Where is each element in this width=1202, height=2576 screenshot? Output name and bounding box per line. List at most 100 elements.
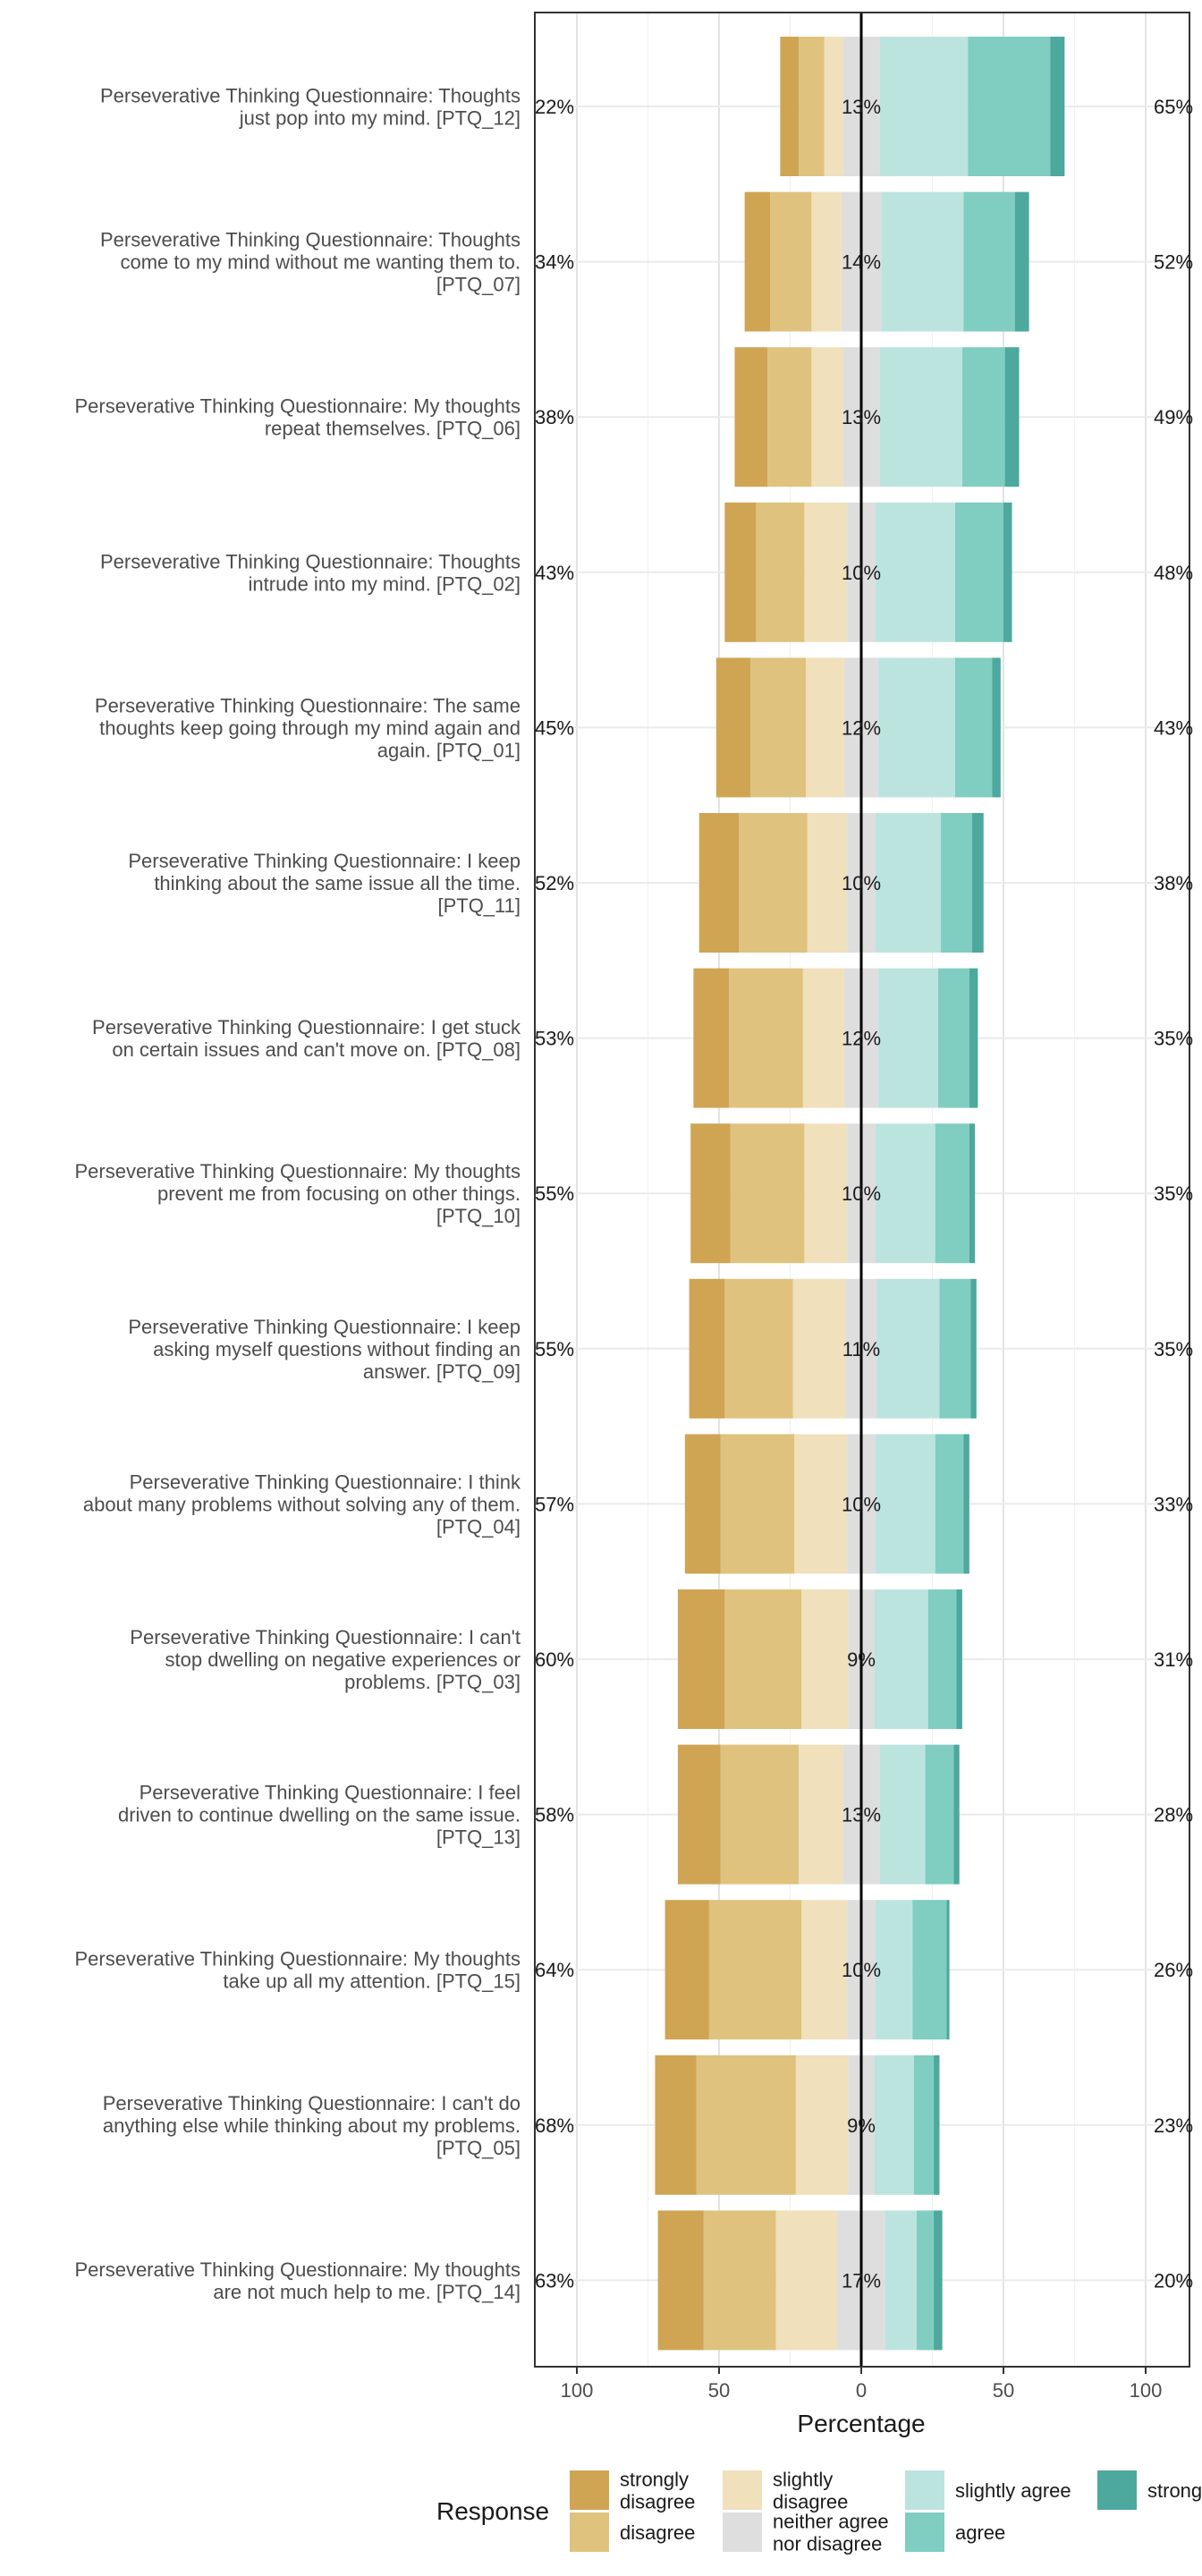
category-label-line: [PTQ_13] xyxy=(436,1826,521,1849)
category-label: Perseverative Thinking Questionnaire: My… xyxy=(74,2258,521,2303)
legend-label-line: strongly xyxy=(620,2469,689,2491)
bar-segment xyxy=(799,1744,843,1885)
left-percent-label: 45% xyxy=(535,716,574,739)
category-label-line: Perseverative Thinking Questionnaire: Th… xyxy=(100,85,521,107)
bar-segment xyxy=(956,1589,962,1729)
bar-segment xyxy=(1004,347,1020,487)
x-tick-label: 100 xyxy=(1130,2379,1163,2402)
category-label: Perseverative Thinking Questionnaire: Th… xyxy=(100,550,521,595)
category-label-line: stop dwelling on negative experiences or xyxy=(165,1648,521,1671)
right-percent-label: 33% xyxy=(1154,1493,1193,1515)
left-percent-label: 52% xyxy=(535,872,574,894)
bar-segment xyxy=(963,1434,969,1574)
category-label-line: prevent me from focusing on other things… xyxy=(157,1182,521,1205)
bar-segment xyxy=(879,37,969,176)
legend-item: slightly disagree xyxy=(723,2469,848,2513)
x-axis-title: Percentage xyxy=(797,2410,925,2437)
legend-label-line: neither agree xyxy=(773,2511,889,2533)
bar-segment xyxy=(972,813,984,953)
center-percent-label: 12% xyxy=(842,1028,881,1050)
legend-swatch xyxy=(723,2470,762,2510)
bar-segment xyxy=(968,37,1051,176)
legend-label: disagree xyxy=(620,2521,695,2544)
legend-item: slightly agree xyxy=(905,2470,1071,2510)
legend-label: strong xyxy=(1147,2479,1202,2502)
legend-label-line: agree xyxy=(955,2521,1005,2544)
center-percent-label: 13% xyxy=(842,1804,881,1826)
legend-label-line: nor disagree xyxy=(773,2533,882,2555)
x-tick-label: 100 xyxy=(561,2379,594,2402)
legend-swatch xyxy=(905,2512,944,2552)
bar-segment xyxy=(963,191,1015,332)
bar-segment xyxy=(878,657,955,798)
bar-row xyxy=(698,813,984,953)
category-label-line: Perseverative Thinking Questionnaire: I … xyxy=(130,1626,521,1648)
bar-segment xyxy=(724,1589,802,1729)
legend-swatch xyxy=(570,2512,609,2552)
bar-segment xyxy=(698,813,740,953)
bar-segment xyxy=(1050,37,1065,176)
category-label-line: [PTQ_10] xyxy=(436,1205,521,1227)
left-percent-label: 34% xyxy=(535,251,574,274)
x-ticks: 100 50 0 50 100 xyxy=(561,2367,1163,2402)
center-percent-label: 9% xyxy=(847,2114,876,2137)
bar-segment xyxy=(756,502,805,642)
bar-segment xyxy=(935,1123,969,1264)
left-percent-label: 22% xyxy=(535,96,574,118)
bar-row xyxy=(724,502,1012,642)
category-label-line: answer. [PTQ_09] xyxy=(363,1360,521,1383)
percent-labels: 22% 13% 65% 34% 14% 52% 38% 13% 49% 43% 10% 48% 45% 1… xyxy=(535,96,1193,2292)
bar-segment xyxy=(939,1278,971,1419)
bar-segment xyxy=(934,2210,943,2351)
bar-segment xyxy=(715,657,750,798)
bar-segment xyxy=(824,37,843,176)
legend-label-line: disagree xyxy=(620,2491,695,2513)
center-percent-label: 10% xyxy=(842,1182,881,1205)
legend-label-line: slightly agree xyxy=(955,2479,1071,2502)
bar-segment xyxy=(734,347,768,487)
bar-row xyxy=(677,1589,962,1729)
legend-label: strongly disagree xyxy=(620,2469,695,2513)
bar-segment xyxy=(875,1900,913,2040)
bar-segment xyxy=(677,1589,725,1729)
bar-segment xyxy=(720,1744,800,1885)
category-label-line: Perseverative Thinking Questionnaire: I … xyxy=(128,1316,521,1338)
bar-segment xyxy=(693,968,730,1108)
left-percent-label: 55% xyxy=(535,1182,574,1205)
category-label-line: Perseverative Thinking Questionnaire: Th… xyxy=(95,694,521,716)
bar-segment xyxy=(696,2055,796,2195)
category-label: Perseverative Thinking Questionnaire: My… xyxy=(74,1948,521,1993)
bar-segment xyxy=(739,813,808,953)
category-label-line: [PTQ_05] xyxy=(436,2137,521,2159)
right-percent-label: 49% xyxy=(1154,406,1193,428)
bar-row xyxy=(715,657,1001,798)
right-percent-label: 43% xyxy=(1154,716,1193,739)
center-percent-label: 12% xyxy=(842,716,881,739)
bar-row xyxy=(677,1744,960,1885)
bar-segment xyxy=(664,1900,709,2040)
bar-segment xyxy=(811,191,842,332)
legend-label: agree xyxy=(955,2521,1005,2544)
legend-swatch xyxy=(723,2512,762,2552)
bar-segment xyxy=(729,968,803,1108)
bar-segment xyxy=(954,657,993,798)
category-label-line: driven to continue dwelling on the same … xyxy=(118,1804,521,1826)
category-label-line: [PTQ_11] xyxy=(437,894,521,917)
category-label: Perseverative Thinking Questionnaire: I … xyxy=(83,1470,521,1538)
left-percent-label: 38% xyxy=(535,406,574,428)
bar-segment xyxy=(878,968,938,1108)
bar-segment xyxy=(925,1744,954,1885)
bar-segment xyxy=(657,2210,704,2351)
legend-label-line: slightly xyxy=(773,2469,833,2491)
category-label-line: just pop into my mind. [PTQ_12] xyxy=(239,107,521,130)
bar-segment xyxy=(801,1589,849,1729)
category-label: Perseverative Thinking Questionnaire: My… xyxy=(74,395,521,440)
bar-row xyxy=(657,2210,943,2351)
bar-segment xyxy=(917,2210,935,2351)
legend-label: neither agree nor disagree xyxy=(773,2511,889,2555)
bar-segment xyxy=(1003,502,1012,642)
left-percent-label: 68% xyxy=(535,2114,574,2137)
bar-segment xyxy=(804,1123,848,1264)
bar-segment xyxy=(805,657,844,798)
